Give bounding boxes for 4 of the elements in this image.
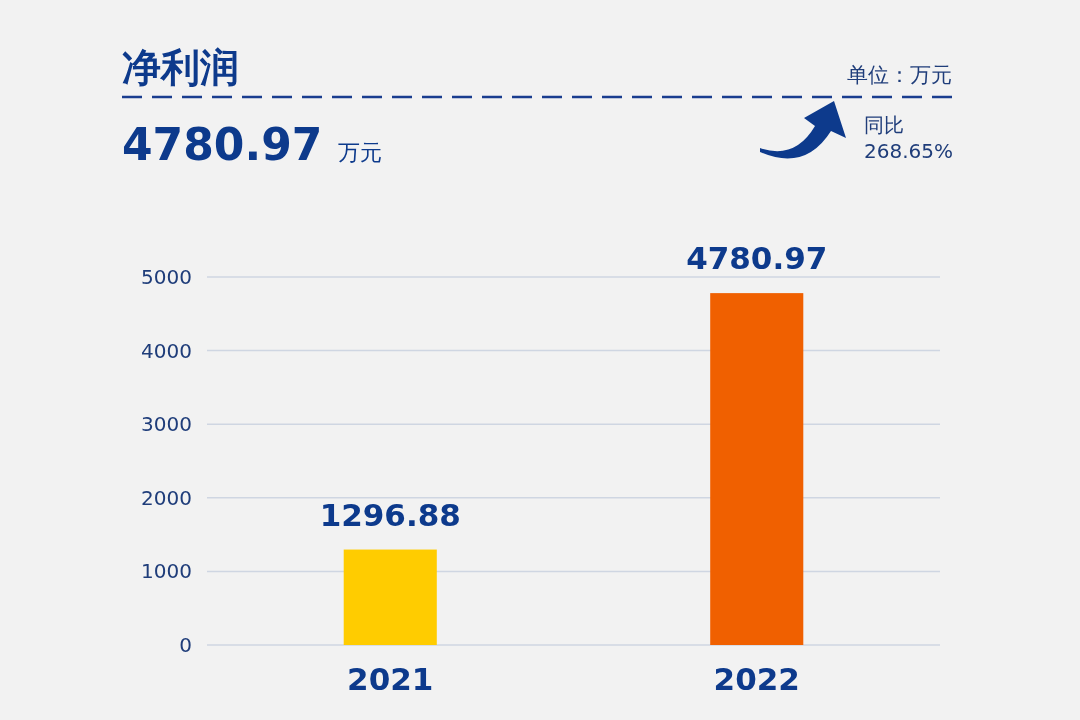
annotation: 同比 268.65% bbox=[864, 113, 953, 163]
subtitle: 4780.97 万元 bbox=[122, 119, 382, 170]
title: 净利润 bbox=[122, 45, 239, 90]
annotation: 单位：万元 bbox=[847, 63, 952, 87]
